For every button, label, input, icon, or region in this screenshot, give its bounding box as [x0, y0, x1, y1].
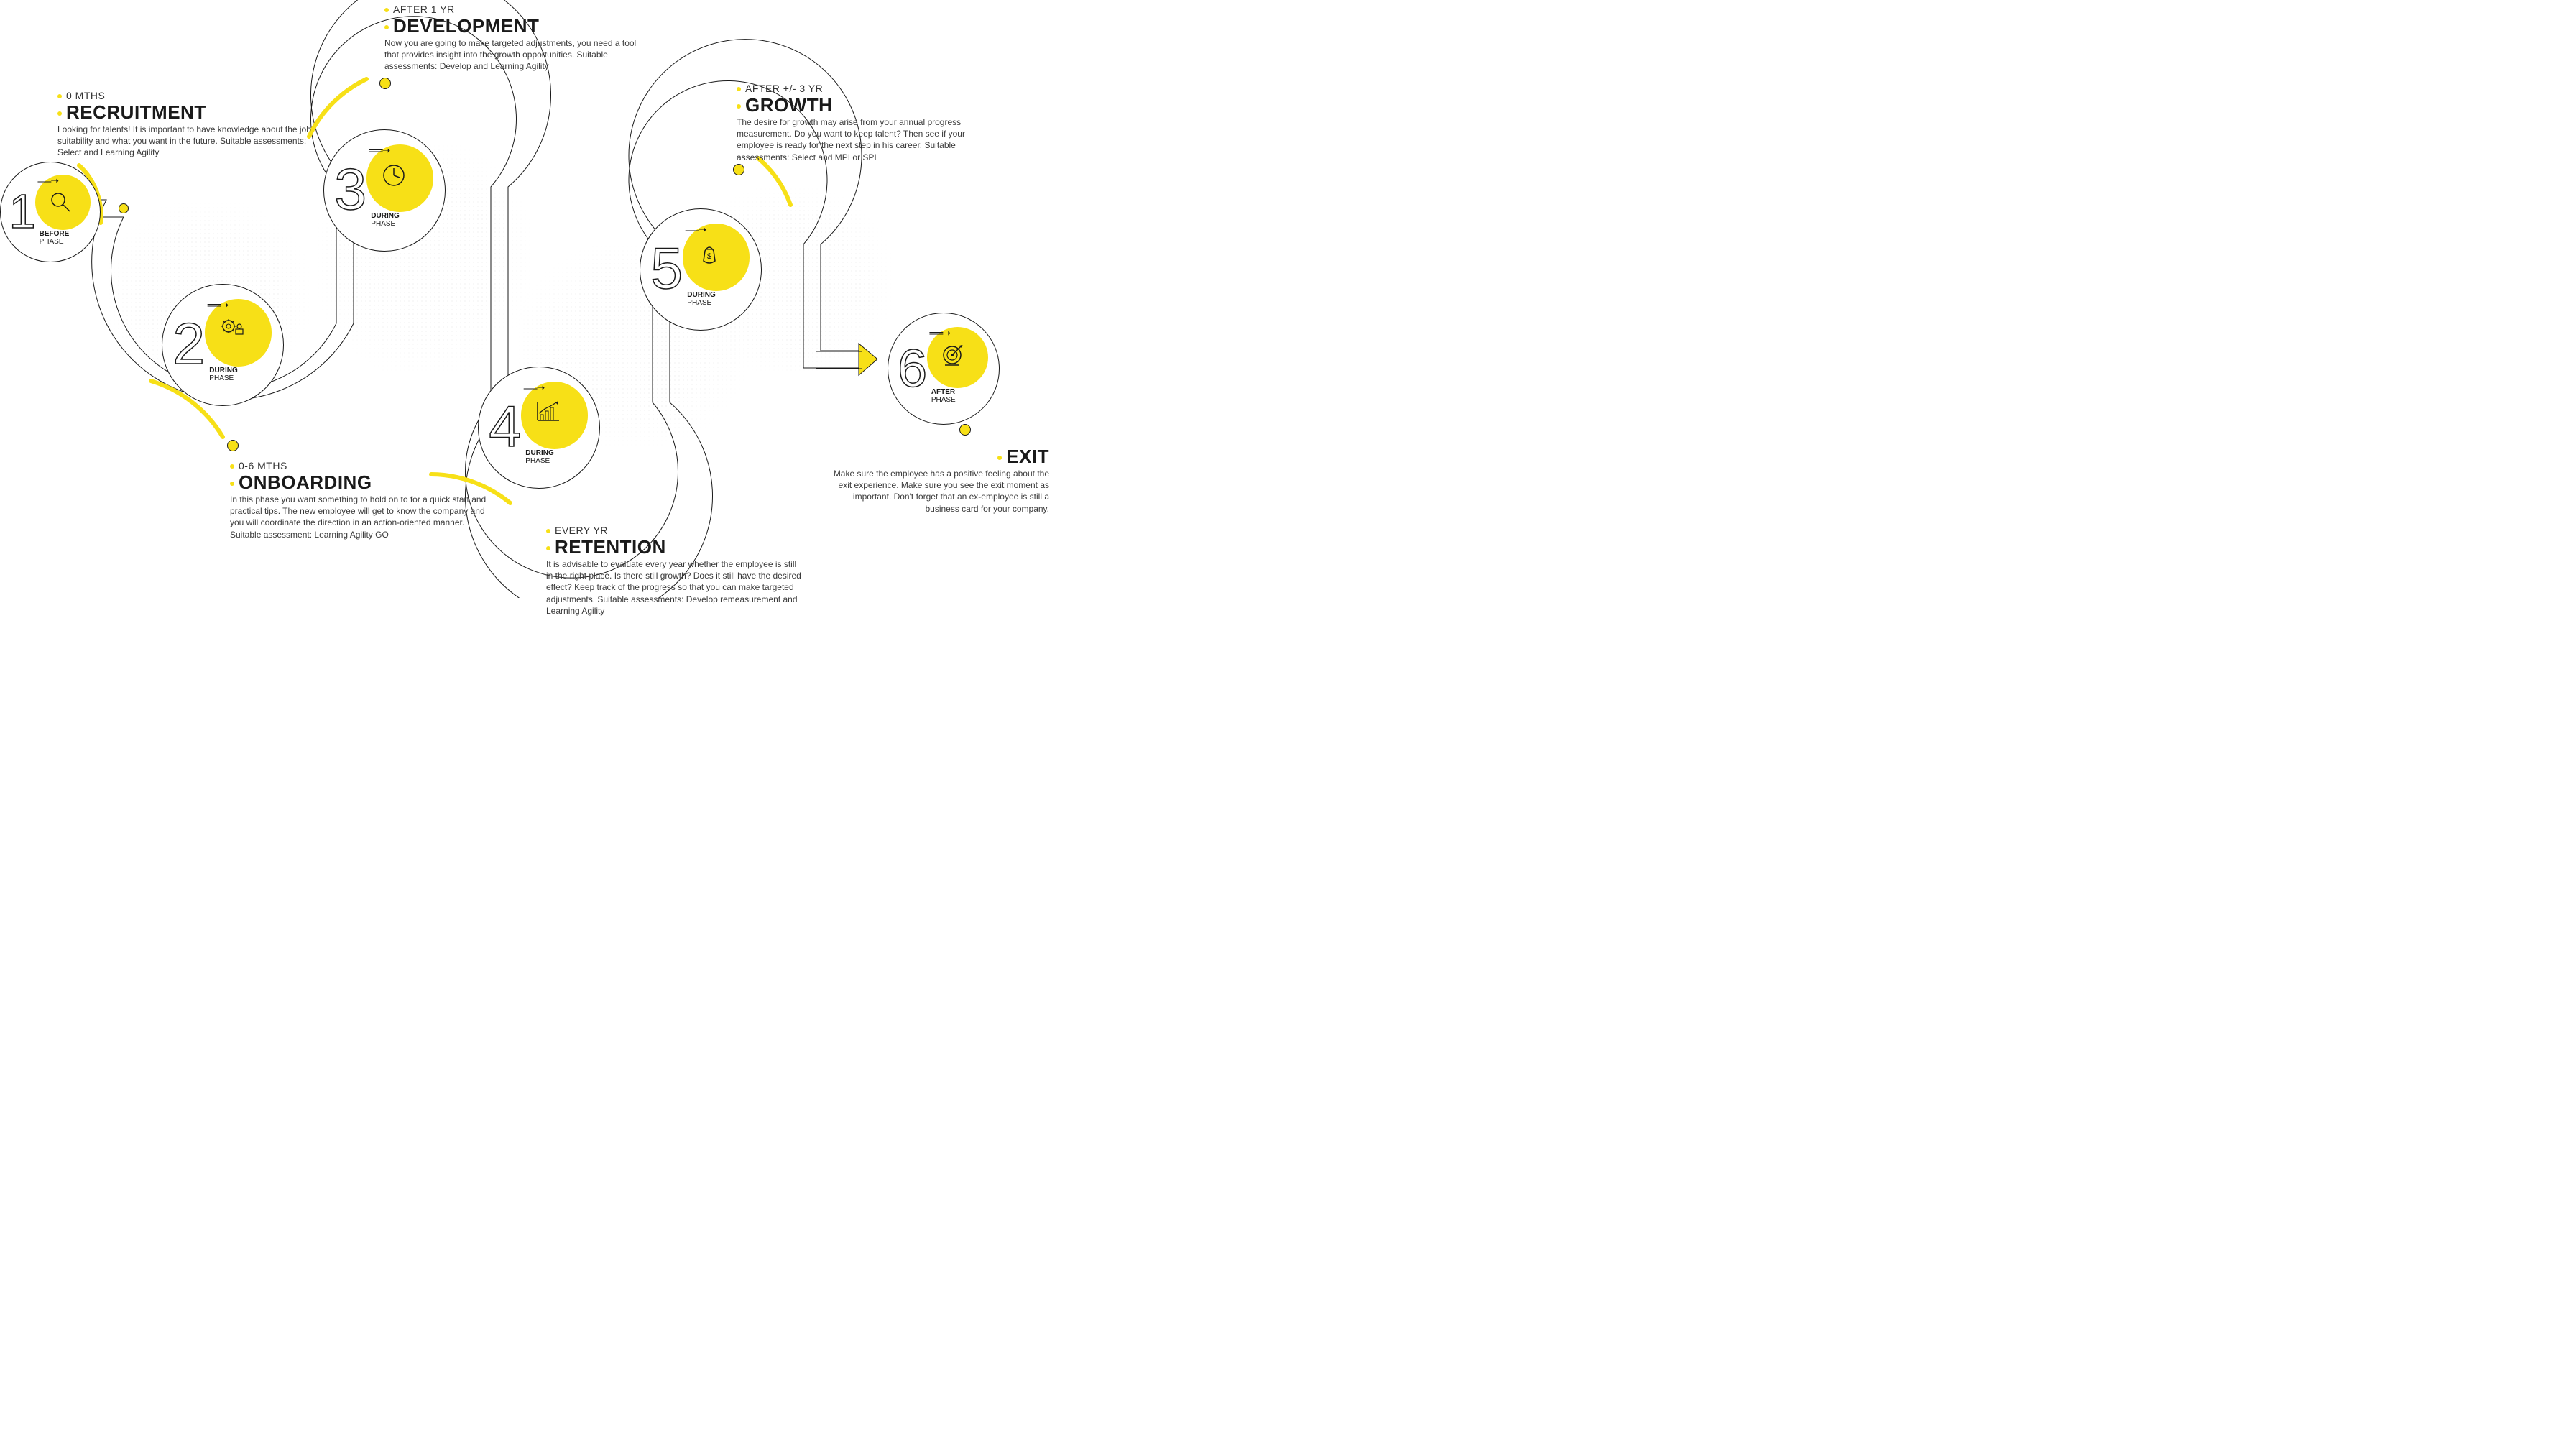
forward-arrow-icon: ══➝: [524, 382, 545, 394]
section-desc: The desire for growth may arise from you…: [737, 116, 995, 163]
phase-label: DURINGPHASE: [371, 212, 399, 228]
phase-3: 3══➝ DURINGPHASE: [323, 129, 446, 252]
section-tag: 0 MTHS: [57, 90, 316, 101]
phase-label: DURINGPHASE: [687, 291, 715, 307]
phase-label-sub: PHASE: [209, 374, 237, 382]
phase-label: BEFOREPHASE: [40, 230, 70, 246]
connector-dot: [733, 164, 744, 175]
phase-label: DURINGPHASE: [209, 367, 237, 382]
forward-arrow-icon: ══➝: [38, 175, 59, 187]
section-desc: Now you are going to make targeted adjus…: [384, 37, 643, 73]
section-title: GROWTH: [737, 94, 995, 116]
connector-dot: [227, 440, 239, 451]
section-tag: AFTER +/- 3 YR: [737, 83, 995, 94]
svg-text:$: $: [707, 252, 711, 261]
section-title-text: GROWTH: [745, 94, 832, 116]
phase-label-top: DURING: [371, 212, 399, 220]
bullet-icon: [384, 8, 389, 12]
phase-6: 6══➝ AFTERPHASE: [888, 313, 1000, 425]
section-tag-text: 0-6 MTHS: [239, 460, 287, 471]
infographic-canvas: 1══➝BEFOREPHASE2══➝DURINGPHASE3══➝DURING…: [0, 0, 1049, 598]
connector-dot: [119, 203, 129, 213]
bullet-icon: [384, 25, 389, 29]
section-tag-text: 0 MTHS: [66, 90, 105, 101]
section-title: DEVELOPMENT: [384, 15, 643, 37]
phase-label-top: DURING: [525, 449, 553, 457]
section-desc: Looking for talents! It is important to …: [57, 124, 316, 159]
clock-icon: [382, 163, 406, 188]
forward-arrow-icon: ══➝: [208, 299, 229, 311]
bullet-icon: [230, 482, 234, 486]
connector-dot: [379, 78, 391, 89]
phase-number: 4: [489, 394, 521, 461]
section-recruitment: 0 MTHSRECRUITMENTLooking for talents! It…: [57, 90, 316, 159]
section-growth: AFTER +/- 3 YRGROWTHThe desire for growt…: [737, 83, 995, 163]
section-onboarding: 0-6 MTHSONBOARDINGIn this phase you want…: [230, 460, 489, 540]
phase-label-top: BEFORE: [40, 230, 70, 238]
chart-icon: [536, 400, 561, 425]
bullet-icon: [997, 456, 1002, 460]
phase-2: 2══➝ DURINGPHASE: [162, 284, 284, 406]
phase-label-top: AFTER: [931, 388, 955, 396]
section-exit: EXITMake sure the employee has a positiv…: [819, 446, 1049, 515]
section-title-text: ONBOARDING: [239, 471, 372, 493]
section-title-text: RECRUITMENT: [66, 101, 206, 123]
bullet-icon: [57, 111, 62, 116]
forward-arrow-icon: ══➝: [930, 327, 951, 339]
connector-dot: [959, 424, 971, 436]
phase-label-sub: PHASE: [931, 396, 956, 404]
bullet-icon: [57, 94, 62, 98]
phase-number: 5: [650, 236, 683, 303]
phase-1: 1══➝ BEFOREPHASE: [0, 162, 101, 262]
section-desc: In this phase you want something to hold…: [230, 494, 489, 540]
phase-label: DURINGPHASE: [525, 449, 553, 465]
section-tag-text: AFTER 1 YR: [393, 4, 455, 15]
section-tag-text: AFTER +/- 3 YR: [745, 83, 823, 94]
bullet-icon: [546, 546, 550, 550]
target-icon: [941, 344, 965, 368]
section-title-text: EXIT: [1006, 446, 1049, 467]
phase-label-sub: PHASE: [525, 457, 553, 465]
section-retention: EVERY YRRETENTIONIt is advisable to eval…: [546, 525, 805, 617]
section-desc: Make sure the employee has a positive fe…: [819, 468, 1049, 515]
search-icon: [48, 190, 73, 214]
phase-number: 1: [9, 185, 36, 239]
phase-label-sub: PHASE: [687, 299, 715, 307]
phase-label-top: DURING: [209, 367, 237, 374]
forward-arrow-icon: ══➝: [686, 224, 706, 236]
phase-label-top: DURING: [687, 291, 715, 299]
section-title-text: DEVELOPMENT: [393, 15, 539, 37]
phase-number: 2: [172, 311, 205, 378]
section-title-text: RETENTION: [555, 536, 666, 558]
bullet-icon: [546, 529, 550, 533]
phase-number: 6: [898, 338, 927, 399]
section-title: RECRUITMENT: [57, 101, 316, 124]
section-tag: AFTER 1 YR: [384, 4, 643, 15]
phase-label-sub: PHASE: [40, 238, 70, 246]
bullet-icon: [230, 464, 234, 469]
phase-number: 3: [334, 157, 366, 224]
section-tag: 0-6 MTHS: [230, 460, 489, 471]
forward-arrow-icon: ══➝: [369, 144, 390, 157]
phase-4: 4══➝ DURINGPHASE: [478, 367, 600, 489]
bullet-icon: [737, 104, 741, 109]
section-tag-text: EVERY YR: [555, 525, 608, 536]
section-desc: It is advisable to evaluate every year w…: [546, 558, 805, 617]
section-title: ONBOARDING: [230, 471, 489, 494]
section-title: EXIT: [819, 446, 1049, 468]
phase-5: 5══➝ $ DURINGPHASE: [640, 208, 762, 331]
section-development: AFTER 1 YRDEVELOPMENTNow you are going t…: [384, 4, 643, 73]
section-tag: EVERY YR: [546, 525, 805, 536]
phase-label-sub: PHASE: [371, 220, 399, 228]
bullet-icon: [737, 87, 741, 91]
money-icon: $: [698, 242, 722, 267]
section-title: RETENTION: [546, 536, 805, 558]
gear-person-icon: [220, 318, 244, 342]
phase-label: AFTERPHASE: [931, 388, 956, 404]
